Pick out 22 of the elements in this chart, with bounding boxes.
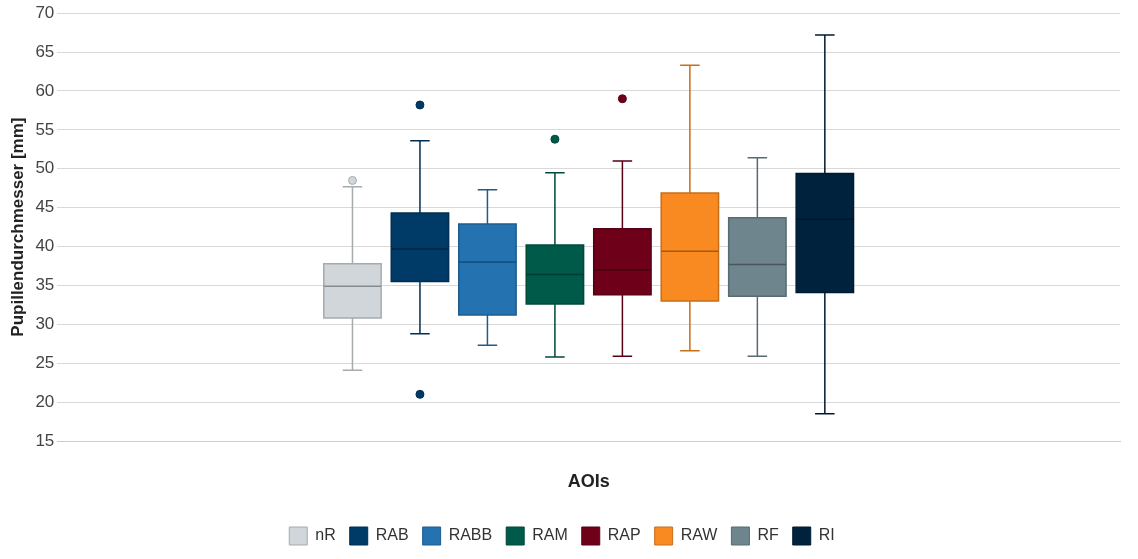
y-tick-label: 15 (35, 430, 55, 450)
y-axis-title: Pupillendurchmesser [mm] (7, 117, 27, 337)
y-tick-label: 55 (35, 119, 55, 139)
legend-label: RABB (448, 526, 493, 544)
x-axis-title: AOIs (567, 471, 610, 492)
y-tick-label: 70 (35, 2, 55, 22)
y-tick-label: 45 (35, 197, 55, 217)
y-tick-label: 65 (35, 41, 55, 61)
legend-label: RF (757, 526, 779, 544)
y-tick-label: 60 (35, 80, 55, 100)
legend-label: RI (818, 526, 835, 544)
y-tick-label: 40 (35, 236, 55, 256)
y-tick-label: 30 (35, 314, 55, 334)
y-tick-label: 20 (35, 391, 55, 411)
legend-label: nR (315, 526, 336, 544)
legend-label: RAW (680, 526, 719, 544)
legend-label: RAB (375, 526, 409, 544)
y-tick-label: 35 (35, 275, 55, 295)
legend-label: RAM (532, 526, 568, 544)
legend-label: RAP (607, 526, 641, 544)
y-tick-label: 25 (35, 352, 55, 372)
y-tick-label: 50 (35, 158, 55, 178)
